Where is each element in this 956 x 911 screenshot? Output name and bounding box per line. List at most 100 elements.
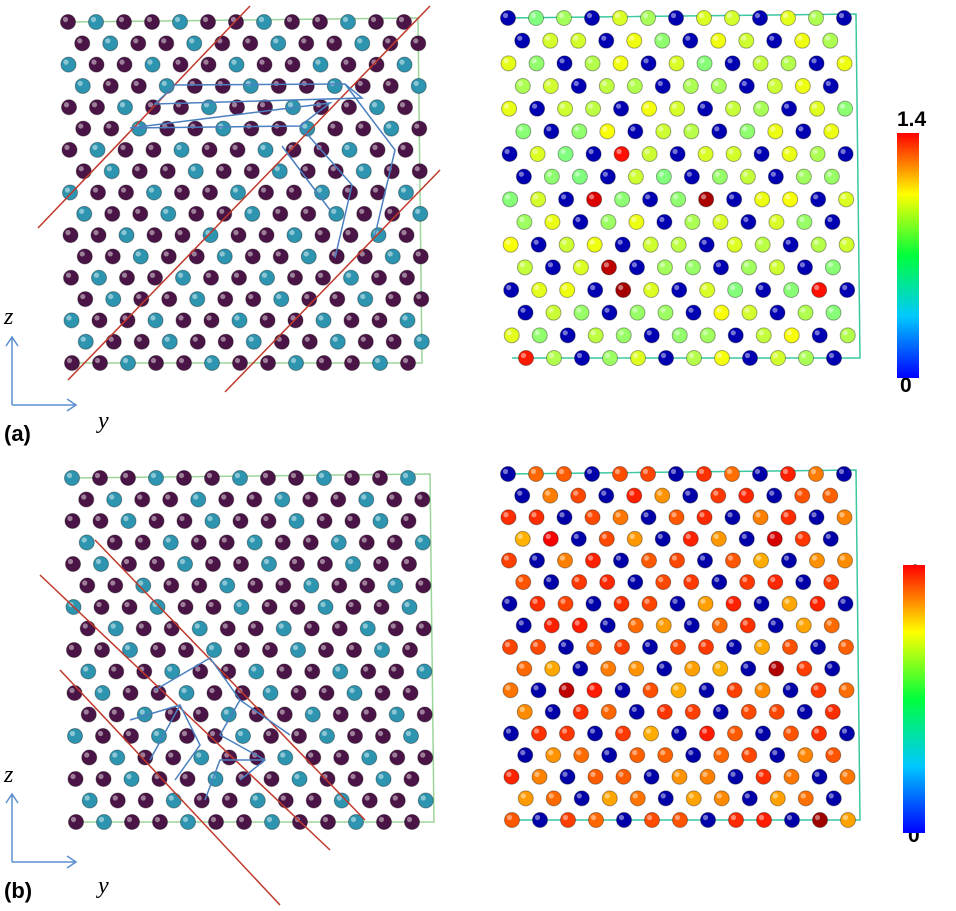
atom-highlight bbox=[415, 251, 421, 257]
atom bbox=[544, 660, 561, 677]
atom-highlight bbox=[503, 512, 509, 518]
atom bbox=[682, 32, 699, 49]
atom-highlight bbox=[248, 293, 254, 300]
atom-highlight bbox=[545, 490, 551, 496]
atom-highlight bbox=[249, 494, 255, 500]
atom-highlight bbox=[671, 58, 677, 64]
atom-highlight bbox=[232, 144, 238, 150]
atom bbox=[78, 491, 95, 508]
atom bbox=[780, 10, 796, 26]
atom bbox=[246, 491, 263, 508]
atom-highlight bbox=[69, 687, 75, 694]
atom bbox=[193, 749, 210, 766]
atom bbox=[654, 78, 671, 94]
atom bbox=[641, 146, 658, 162]
atom bbox=[90, 227, 107, 244]
atom bbox=[109, 749, 126, 766]
atom-highlight bbox=[94, 315, 100, 321]
atom-highlight bbox=[811, 103, 818, 109]
atom bbox=[147, 269, 163, 286]
atom bbox=[303, 620, 320, 637]
atom-highlight bbox=[671, 512, 677, 518]
atom-highlight bbox=[700, 148, 706, 155]
atom bbox=[133, 333, 150, 350]
atom bbox=[767, 574, 784, 591]
atom bbox=[670, 682, 687, 699]
atom-highlight bbox=[314, 16, 321, 23]
guide-line bbox=[224, 169, 441, 393]
atom-highlight bbox=[642, 12, 649, 19]
atom-highlight bbox=[841, 239, 847, 245]
atom bbox=[331, 577, 348, 594]
atom bbox=[837, 100, 854, 117]
atom-highlight bbox=[345, 230, 351, 236]
atom bbox=[612, 10, 628, 26]
atom-highlight bbox=[390, 580, 396, 586]
atom bbox=[837, 146, 854, 162]
atom-highlight bbox=[615, 512, 621, 518]
colorbar-label: 0 bbox=[900, 374, 912, 397]
atom-highlight bbox=[194, 623, 200, 629]
atom-highlight bbox=[699, 58, 705, 64]
atom bbox=[284, 56, 301, 73]
guide-line bbox=[129, 657, 291, 801]
atom-highlight bbox=[631, 216, 637, 223]
atom-highlight bbox=[250, 623, 256, 629]
atom-highlight bbox=[601, 35, 607, 41]
atom-highlight bbox=[138, 580, 144, 586]
atom-highlight bbox=[333, 494, 339, 500]
atom bbox=[628, 703, 645, 720]
atom bbox=[724, 10, 740, 26]
atom-highlight bbox=[547, 706, 553, 712]
atom-highlight bbox=[532, 641, 539, 648]
atom bbox=[220, 706, 237, 723]
atom bbox=[654, 487, 671, 504]
atom-highlight bbox=[742, 126, 748, 132]
atom bbox=[557, 146, 574, 162]
atom bbox=[396, 14, 412, 30]
atom-highlight bbox=[755, 555, 762, 561]
atom-highlight bbox=[615, 103, 622, 109]
atom bbox=[64, 513, 81, 529]
atom-highlight bbox=[125, 730, 132, 737]
atom bbox=[75, 163, 92, 180]
atom-highlight bbox=[660, 352, 667, 359]
atom bbox=[389, 749, 406, 766]
atom bbox=[216, 248, 233, 265]
atom-highlight bbox=[558, 468, 565, 475]
atom bbox=[360, 706, 377, 723]
atom bbox=[203, 312, 220, 329]
atom bbox=[503, 725, 519, 742]
atom-highlight bbox=[573, 35, 579, 41]
atom bbox=[415, 620, 432, 637]
atom bbox=[656, 703, 673, 720]
atom bbox=[543, 123, 560, 140]
atom bbox=[102, 77, 119, 94]
atom-highlight bbox=[92, 144, 98, 150]
atom-highlight bbox=[406, 816, 413, 823]
atom-highlight bbox=[420, 752, 426, 758]
atom bbox=[836, 10, 852, 26]
atom-highlight bbox=[124, 601, 130, 608]
atom-highlight bbox=[726, 12, 733, 19]
atom bbox=[797, 304, 814, 321]
atom bbox=[780, 509, 797, 526]
atom bbox=[530, 236, 547, 253]
axis-label: y bbox=[96, 873, 109, 899]
atom bbox=[270, 35, 287, 52]
atom bbox=[683, 574, 700, 591]
atom-highlight bbox=[259, 102, 266, 108]
atom-highlight bbox=[373, 272, 380, 278]
atom bbox=[599, 123, 616, 140]
atom-highlight bbox=[108, 336, 114, 342]
atom-highlight bbox=[588, 641, 595, 648]
colorbar-label: 0 bbox=[908, 824, 920, 847]
atom-highlight bbox=[716, 750, 722, 756]
atom-highlight bbox=[659, 262, 666, 268]
atom bbox=[316, 470, 332, 486]
atom bbox=[288, 470, 304, 486]
atom bbox=[825, 304, 842, 321]
atom-highlight bbox=[301, 80, 307, 87]
atom-highlight bbox=[756, 148, 762, 155]
atom-highlight bbox=[389, 537, 395, 543]
